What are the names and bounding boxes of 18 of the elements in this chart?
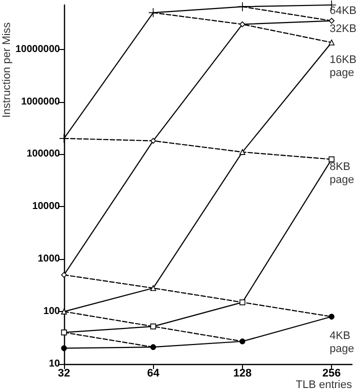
y-axis-title: Instruction per Miss	[1, 22, 13, 118]
y-tick-label: 10000000	[16, 44, 60, 55]
series-label: 8KB page	[330, 160, 354, 186]
y-tick-label: 10000	[32, 201, 60, 212]
x-tick-label: 32	[58, 368, 70, 380]
y-tick-label: 100	[43, 306, 60, 318]
y-tick-label: 1000000	[21, 96, 60, 108]
y-tick-label: 1000	[38, 254, 60, 265]
x-tick-label: 64	[147, 368, 160, 380]
series-label: 64KB	[330, 5, 357, 17]
series-label: 32KB	[330, 22, 357, 35]
y-tick-label: 100000	[26, 148, 60, 160]
x-axis-title: TLB entries	[296, 379, 352, 391]
series-label: 16KB page	[330, 54, 360, 79]
y-tick-label: 10	[48, 358, 60, 370]
series-label: 4KB page	[330, 330, 354, 356]
x-tick-label: 128	[233, 368, 252, 380]
x-tick-label: 256	[322, 368, 341, 380]
